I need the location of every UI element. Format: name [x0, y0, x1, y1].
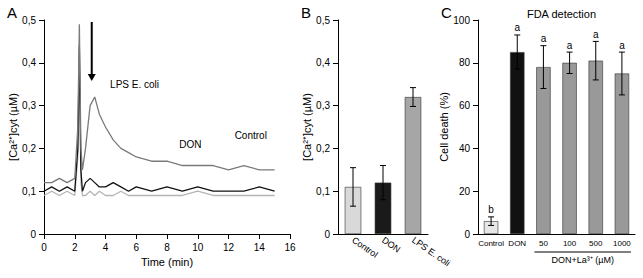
svg-text:0: 0 [30, 229, 36, 240]
svg-text:50: 50 [539, 239, 548, 248]
svg-text:Control: Control [235, 130, 267, 141]
svg-text:0,3: 0,3 [316, 100, 330, 111]
svg-text:LPS E. coli: LPS E. coli [110, 79, 159, 90]
svg-text:Time (min): Time (min) [141, 256, 193, 268]
svg-text:0,3: 0,3 [22, 100, 36, 111]
svg-text:DON+La³⁺ (µM): DON+La³⁺ (µM) [551, 255, 613, 265]
svg-text:100: 100 [453, 15, 470, 26]
svg-text:8: 8 [164, 242, 170, 253]
svg-text:a: a [593, 29, 599, 40]
svg-text:B: B [301, 4, 311, 21]
svg-text:Control: Control [350, 235, 380, 260]
svg-text:6: 6 [133, 242, 139, 253]
svg-text:0,4: 0,4 [22, 57, 36, 68]
svg-text:0,1: 0,1 [316, 186, 330, 197]
svg-text:16: 16 [284, 242, 296, 253]
svg-text:0,2: 0,2 [22, 143, 36, 154]
svg-text:12: 12 [223, 242, 235, 253]
svg-text:[Ca²⁺]cyt (µM): [Ca²⁺]cyt (µM) [301, 93, 313, 161]
svg-text:0: 0 [464, 229, 470, 240]
svg-text:100: 100 [563, 239, 577, 248]
svg-text:0,1: 0,1 [22, 186, 36, 197]
svg-text:Cell death (%): Cell death (%) [438, 92, 450, 162]
svg-text:4: 4 [103, 242, 109, 253]
svg-text:0: 0 [324, 229, 330, 240]
svg-text:a: a [541, 33, 547, 44]
svg-text:A: A [7, 4, 17, 21]
svg-text:20: 20 [459, 186, 471, 197]
svg-text:a: a [567, 40, 573, 51]
svg-text:0: 0 [41, 242, 47, 253]
svg-text:DON: DON [380, 235, 402, 255]
svg-text:a: a [514, 22, 520, 33]
svg-text:LPS E. coli: LPS E. coli [410, 235, 452, 268]
svg-text:b: b [488, 204, 494, 215]
svg-text:500: 500 [589, 239, 603, 248]
svg-text:0,5: 0,5 [22, 15, 36, 26]
svg-text:40: 40 [459, 143, 471, 154]
svg-text:C: C [441, 4, 452, 21]
svg-text:0,4: 0,4 [316, 57, 330, 68]
svg-text:60: 60 [459, 100, 471, 111]
svg-text:80: 80 [459, 57, 471, 68]
svg-text:Control: Control [478, 239, 504, 248]
svg-text:DON: DON [179, 139, 201, 150]
svg-text:0,5: 0,5 [316, 15, 330, 26]
svg-text:0,2: 0,2 [316, 143, 330, 154]
svg-text:2: 2 [72, 242, 78, 253]
svg-text:FDA detection: FDA detection [527, 8, 596, 20]
svg-text:14: 14 [254, 242, 266, 253]
svg-text:10: 10 [192, 242, 204, 253]
svg-text:DON: DON [508, 239, 526, 248]
svg-text:[Ca²⁺]cyt (µM): [Ca²⁺]cyt (µM) [7, 93, 19, 161]
svg-text:1000: 1000 [613, 239, 631, 248]
svg-text:a: a [619, 40, 625, 51]
